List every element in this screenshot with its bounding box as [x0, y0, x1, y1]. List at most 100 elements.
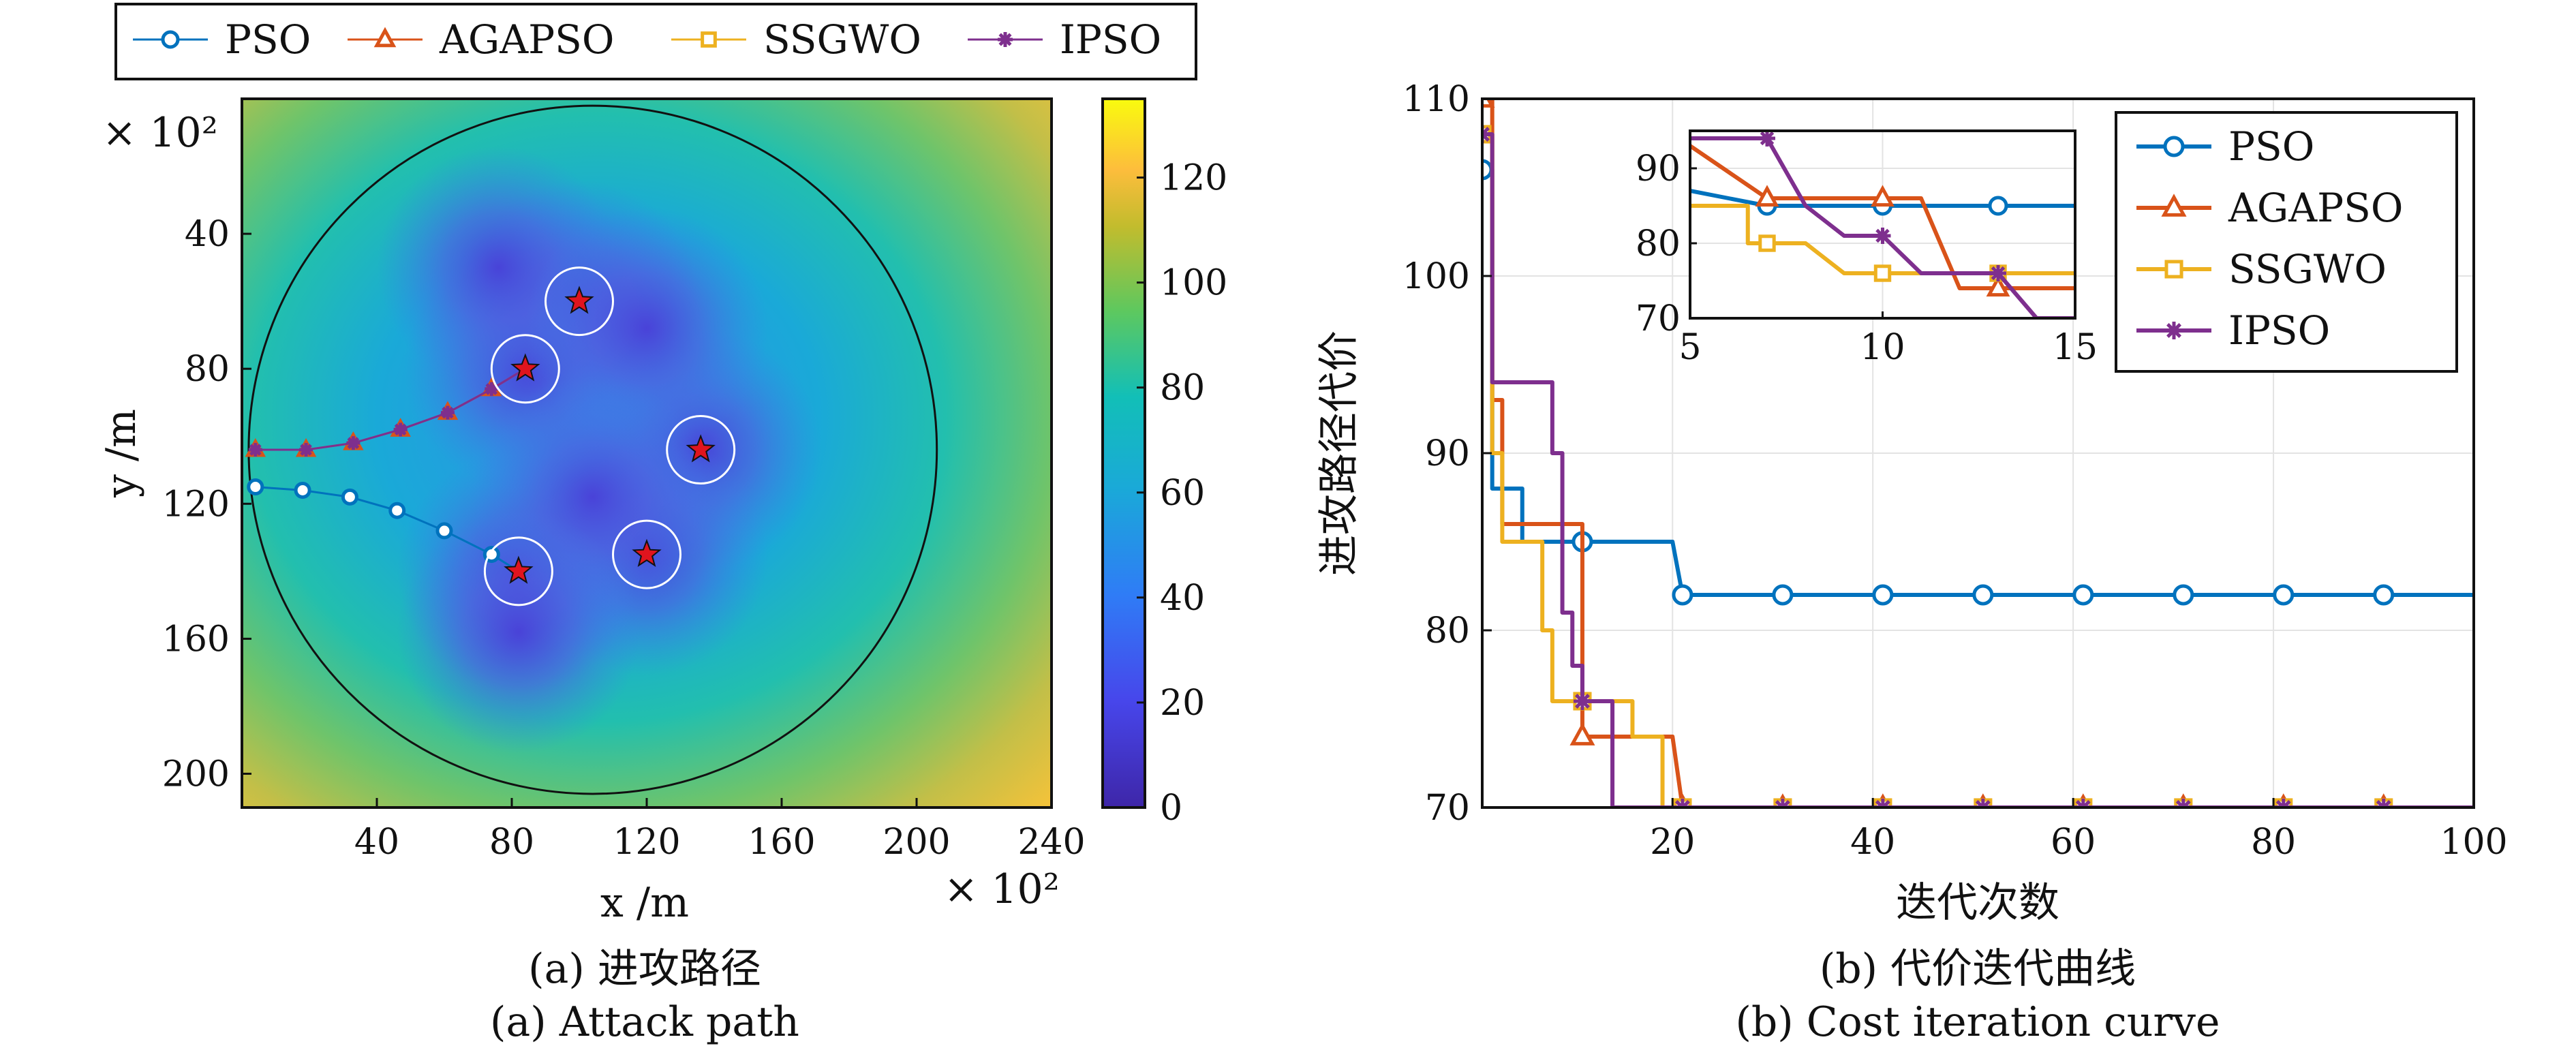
- inset-marker-ipso-10: [1874, 228, 1891, 244]
- target-star-2: [686, 434, 716, 463]
- cbar-tick-label-120: 120: [1160, 158, 1227, 199]
- cost-marker-agapso-11: [1569, 722, 1595, 745]
- inset-marker-ssgwo-10: [1873, 264, 1892, 282]
- panel-b-x-ticks: 20 40 60 80 100: [1650, 798, 2508, 863]
- target-star-1: [510, 353, 540, 382]
- legend-top-marker-agapso: [373, 27, 397, 48]
- b-legend-label-ipso: IPSO: [2228, 307, 2330, 354]
- inset-series: [1690, 131, 2075, 318]
- panel-a-x-ticks: 40 80 120 160 200 240: [354, 798, 1086, 863]
- b-legend-label-pso: PSO: [2228, 123, 2314, 170]
- panel-a-y-multiplier: × 10²: [102, 109, 218, 157]
- panel-a-y-ticks: 40 80 120 160 200: [162, 214, 251, 795]
- cost-marker-pso-21: [1672, 584, 1693, 606]
- inset-marker-agapso-13: [1986, 275, 2010, 297]
- caption-b-cn: (b) 代价迭代曲线: [1820, 945, 2136, 993]
- field-well-8: [397, 510, 641, 754]
- inset-marker-pso-13: [1988, 196, 2008, 216]
- b-ytick-label-70: 70: [1425, 788, 1470, 829]
- cost-marker-pso-51: [1972, 584, 1994, 606]
- cost-marker-pso-91: [2373, 584, 2395, 606]
- caption-b-en: (b) Cost iteration curve: [1735, 998, 2220, 1046]
- inset-marker-ipso-13: [1990, 265, 2006, 281]
- panel-a-y-label: y /m: [97, 409, 145, 498]
- cost-marker-agapso-1: [1482, 99, 1495, 108]
- path-marker-ipso-5: [485, 382, 499, 396]
- legend-top-marker-ssgwo: [701, 31, 717, 48]
- target-ring-3: [612, 519, 681, 589]
- inset-marker-agapso-10: [1871, 185, 1895, 207]
- target-ring-2: [666, 415, 736, 485]
- cbar-tick-label-60: 60: [1160, 473, 1205, 514]
- a-ytick-label-200: 200: [162, 754, 230, 795]
- a-xtick-label-120: 120: [613, 822, 680, 863]
- target-star-0: [564, 286, 594, 314]
- panel-cost-curve: 20 40 60 80 100 70 80 90 100 110 迭代次数 进攻路径代价 5 10…: [1315, 79, 2508, 1046]
- inset-ytick-label-90: 90: [1636, 149, 1681, 189]
- panel-b-y-label: 进攻路径代价: [1315, 330, 1363, 576]
- cost-line-ssgwo: [1482, 132, 2474, 807]
- b-xtick-label-100: 100: [2440, 822, 2507, 863]
- inset-xtick-label-15: 15: [2053, 327, 2098, 368]
- panel-attack-path: 40 80 120 160 200 240 40 80 120 160 200 x /m y /m…: [97, 97, 1227, 1046]
- cost-marker-pso-31: [1772, 584, 1794, 606]
- b-legend-marker-ipso: [2165, 322, 2183, 339]
- legend-top-marker-pso: [161, 30, 180, 49]
- cost-marker-ipso-11: [1573, 692, 1591, 710]
- target-ring-1: [490, 334, 560, 404]
- panel-b-legend: PSO AGAPSO SSGWO IPSO: [2115, 111, 2458, 373]
- cost-marker-pso-81: [2273, 584, 2295, 606]
- path-marker-ipso-1: [299, 443, 313, 457]
- a-ytick-label-40: 40: [185, 214, 230, 255]
- path-marker-ipso-0: [248, 443, 262, 457]
- inset-marker-agapso-7: [1755, 185, 1779, 207]
- b-legend-label-ssgwo: SSGWO: [2228, 246, 2387, 292]
- b-xtick-label-80: 80: [2251, 822, 2296, 863]
- b-xtick-label-20: 20: [1650, 822, 1695, 863]
- caption-a-cn: (a) 进攻路径: [528, 945, 761, 993]
- legend-top-marker-ipso: [998, 32, 1013, 47]
- path-marker-pso-1: [294, 481, 311, 499]
- path-marker-ipso-4: [440, 405, 455, 420]
- b-ytick-label-110: 110: [1402, 79, 1470, 120]
- colorbar: [1101, 97, 1146, 809]
- caption-a-en: (a) Attack path: [490, 998, 799, 1046]
- cost-line-ipso: [1482, 132, 2474, 807]
- inset-marker-ipso-7: [1759, 131, 1775, 147]
- top-legend-box: [114, 3, 1197, 80]
- a-xtick-label-160: 160: [748, 822, 815, 863]
- target-star-4: [504, 555, 534, 584]
- target-ring-4: [483, 536, 553, 606]
- inset-ytick-label-80: 80: [1636, 224, 1681, 264]
- inset-marker-ssgwo-7: [1758, 234, 1776, 252]
- a-ytick-label-160: 160: [162, 619, 230, 660]
- panel-a-x-label: x /m: [600, 879, 689, 927]
- cbar-tick-label-20: 20: [1160, 683, 1205, 724]
- target-markers: [483, 266, 736, 606]
- a-xtick-label-240: 240: [1017, 822, 1085, 863]
- a-xtick-label-40: 40: [354, 822, 399, 863]
- inset-ytick-label-70: 70: [1636, 298, 1681, 339]
- legend-top-label-agapso: AGAPSO: [439, 16, 614, 63]
- panel-b-x-label: 迭代次数: [1896, 879, 2059, 927]
- top-legend: PSO AGAPSO SSGWO IPSO: [114, 3, 1197, 80]
- b-legend-marker-agapso: [2161, 194, 2187, 217]
- b-legend-marker-ssgwo: [2164, 260, 2183, 279]
- inset-ticks: 5 10 15 70 80 90: [1636, 149, 2098, 368]
- b-ytick-label-80: 80: [1425, 611, 1470, 651]
- cbar-tick-label-80: 80: [1160, 368, 1205, 409]
- panel-a-x-multiplier: × 10²: [944, 865, 1060, 913]
- target-star-3: [632, 538, 662, 568]
- path-marker-pso-0: [247, 478, 264, 496]
- b-legend-label-agapso: AGAPSO: [2228, 185, 2403, 231]
- b-xtick-label-60: 60: [2051, 822, 2096, 863]
- b-xtick-label-40: 40: [1850, 822, 1895, 863]
- legend-top-label-ipso: IPSO: [1060, 16, 1161, 63]
- path-marker-pso-2: [341, 488, 358, 506]
- inset-xtick-label-10: 10: [1860, 327, 1905, 368]
- a-ytick-label-120: 120: [162, 484, 230, 525]
- a-ytick-label-80: 80: [185, 349, 230, 390]
- a-xtick-label-200: 200: [883, 822, 950, 863]
- cbar-tick-label-100: 100: [1160, 263, 1227, 304]
